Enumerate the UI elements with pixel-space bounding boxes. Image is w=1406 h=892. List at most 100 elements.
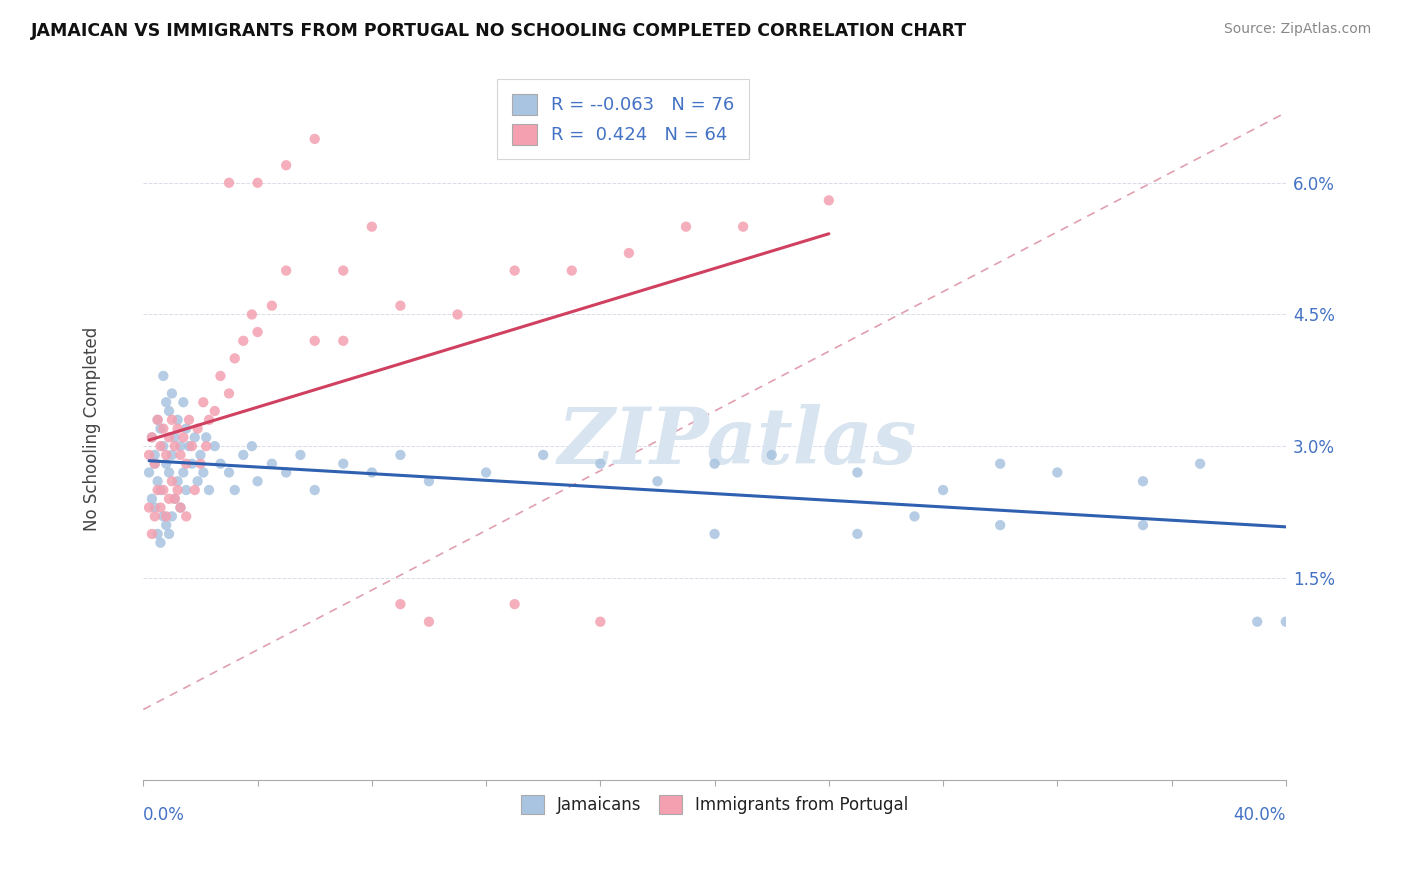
Point [260, 457, 283, 471]
Point [193, 466, 215, 480]
Point [193, 395, 215, 409]
Point [152, 509, 174, 524]
Point [190, 457, 212, 471]
Point [157, 527, 180, 541]
Point [146, 413, 169, 427]
Point [174, 509, 197, 524]
Point [817, 194, 839, 208]
Point [163, 439, 186, 453]
Point [166, 421, 188, 435]
Point [149, 535, 172, 549]
Point [418, 475, 440, 489]
Point [152, 368, 174, 383]
Point [141, 430, 163, 444]
Point [224, 483, 246, 497]
Point [1189, 457, 1212, 471]
Point [988, 457, 1011, 471]
Point [157, 404, 180, 418]
Point [157, 491, 180, 506]
Point [172, 430, 194, 444]
Point [304, 132, 326, 146]
Point [903, 509, 925, 524]
Point [332, 334, 354, 348]
Point [180, 457, 202, 471]
Point [174, 421, 197, 435]
Text: 40.0%: 40.0% [1233, 806, 1286, 824]
Point [160, 509, 183, 524]
Text: Source: ZipAtlas.com: Source: ZipAtlas.com [1223, 22, 1371, 37]
Point [180, 439, 202, 453]
Point [146, 527, 169, 541]
Point [152, 421, 174, 435]
Point [846, 466, 869, 480]
Point [276, 263, 298, 277]
Point [143, 500, 166, 515]
Point [155, 509, 177, 524]
Point [360, 466, 382, 480]
Point [149, 421, 172, 435]
Point [160, 475, 183, 489]
Point [260, 299, 283, 313]
Point [184, 483, 207, 497]
Point [589, 457, 612, 471]
Point [1132, 518, 1154, 533]
Point [157, 466, 180, 480]
Point [218, 466, 240, 480]
Point [163, 491, 186, 506]
Point [446, 308, 468, 322]
Point [143, 448, 166, 462]
Point [209, 368, 232, 383]
Point [146, 413, 169, 427]
Point [475, 466, 498, 480]
Point [163, 430, 186, 444]
Point [141, 527, 163, 541]
Point [561, 263, 583, 277]
Point [332, 457, 354, 471]
Point [503, 597, 526, 611]
Point [304, 483, 326, 497]
Point [160, 386, 183, 401]
Point [149, 500, 172, 515]
Text: ZIPatlas: ZIPatlas [558, 404, 917, 481]
Point [166, 483, 188, 497]
Point [187, 475, 209, 489]
Point [218, 176, 240, 190]
Point [1046, 466, 1069, 480]
Point [146, 475, 169, 489]
Point [187, 421, 209, 435]
Point [169, 500, 191, 515]
Point [232, 448, 254, 462]
Point [169, 448, 191, 462]
Point [138, 500, 160, 515]
Point [389, 448, 412, 462]
Point [290, 448, 312, 462]
Point [169, 439, 191, 453]
Point [246, 176, 269, 190]
Text: No Schooling Completed: No Schooling Completed [83, 326, 101, 531]
Point [503, 263, 526, 277]
Point [166, 413, 188, 427]
Point [163, 491, 186, 506]
Point [647, 475, 669, 489]
Point [733, 219, 755, 234]
Point [204, 404, 226, 418]
Point [141, 430, 163, 444]
Point [276, 466, 298, 480]
Point [149, 439, 172, 453]
Point [531, 448, 554, 462]
Point [149, 483, 172, 497]
Point [846, 527, 869, 541]
Point [246, 325, 269, 339]
Point [198, 483, 221, 497]
Point [166, 475, 188, 489]
Point [184, 430, 207, 444]
Point [276, 158, 298, 172]
Point [418, 615, 440, 629]
Point [138, 448, 160, 462]
Point [304, 334, 326, 348]
Point [703, 527, 725, 541]
Point [177, 413, 200, 427]
Point [218, 386, 240, 401]
Point [146, 483, 169, 497]
Point [209, 457, 232, 471]
